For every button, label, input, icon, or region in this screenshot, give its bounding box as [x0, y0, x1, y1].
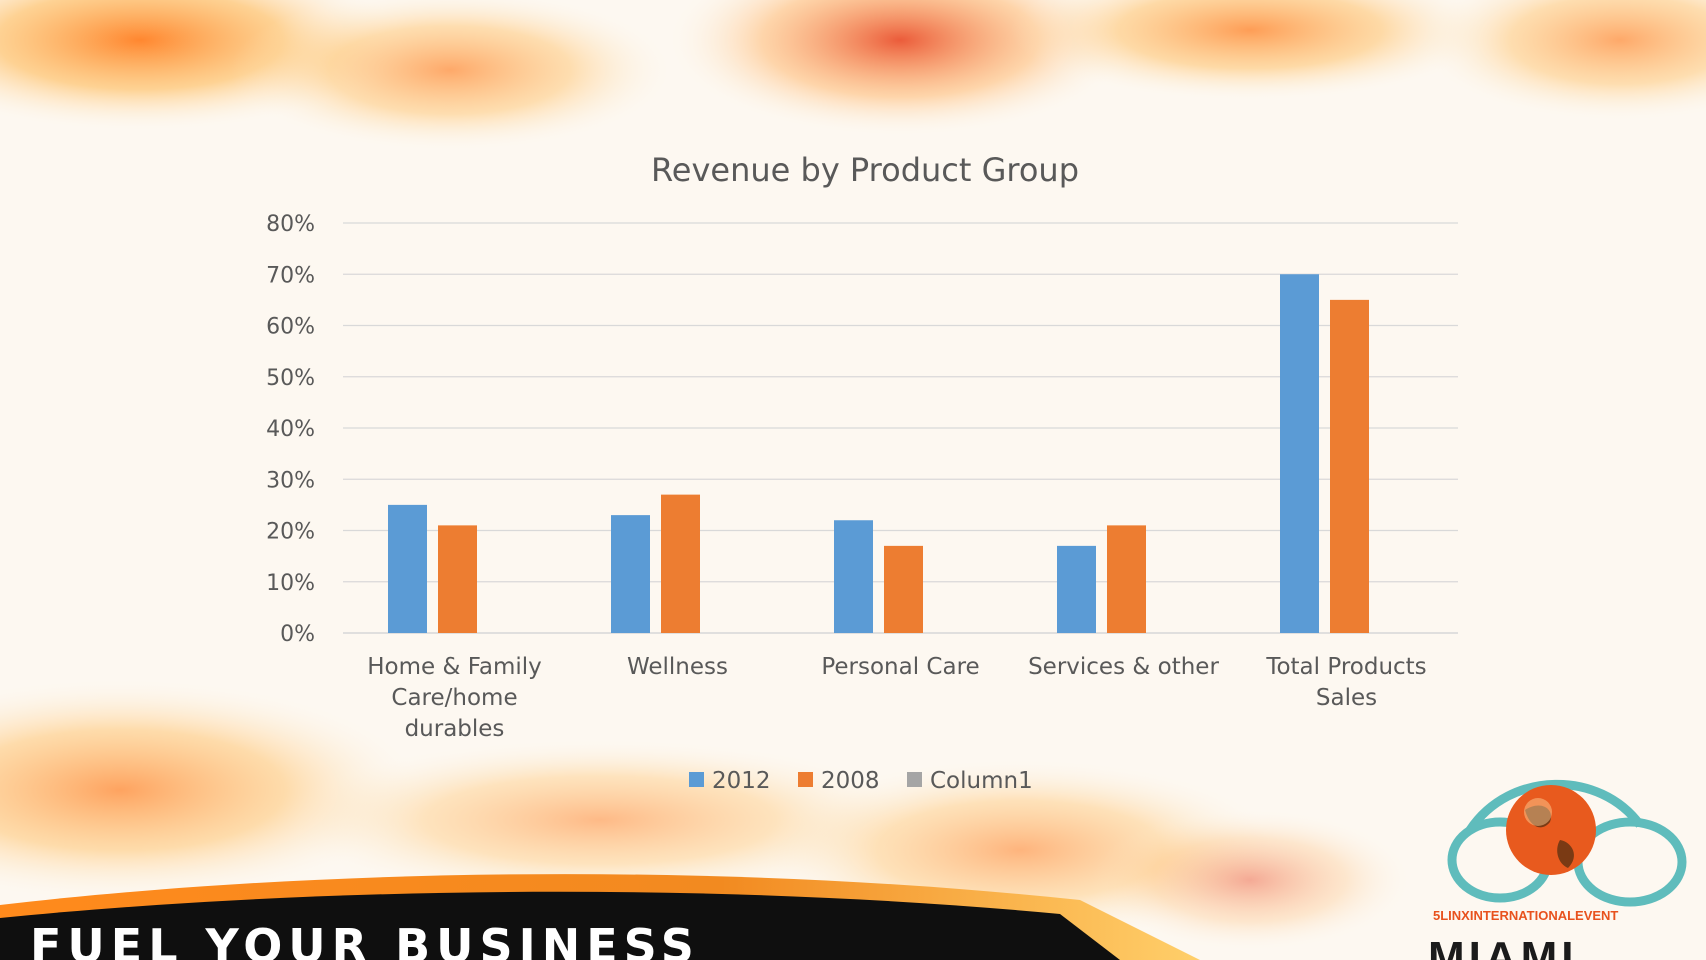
logo-tagline: 5LINXINTERNATIONALEVENT — [1433, 908, 1619, 923]
x-tick-label: Home & Family — [367, 654, 542, 680]
y-tick-label: 20% — [266, 520, 315, 545]
y-tick-label: 50% — [266, 366, 315, 391]
bars — [388, 274, 1369, 633]
bar-2008 — [1107, 525, 1146, 633]
x-tick-label: Sales — [1316, 685, 1377, 711]
x-tick-label: Wellness — [627, 654, 728, 680]
x-tick-label: Total Products — [1265, 654, 1426, 680]
legend-swatch — [907, 772, 922, 787]
bar-2008 — [884, 545, 923, 633]
y-axis-ticks: 0% 10% 20% 30% 40% 50% 60% 70% 80% — [266, 212, 315, 647]
bar-2012 — [1280, 274, 1319, 633]
globe-icon — [1506, 785, 1596, 875]
x-tick-label: Personal Care — [821, 654, 979, 680]
bar-2012 — [834, 520, 873, 633]
x-tick-label: durables — [405, 716, 505, 742]
bar-2012 — [1057, 545, 1096, 633]
y-tick-label: 30% — [266, 468, 315, 493]
x-tick-label: Services & other — [1028, 654, 1219, 680]
legend-swatch — [689, 772, 704, 787]
legend-label: 2012 — [712, 768, 771, 794]
bar-2008 — [661, 494, 700, 633]
bar-2012 — [611, 515, 650, 633]
x-axis-labels: Home & Family Care/home durables Wellness Pe… — [367, 654, 1426, 742]
event-logo — [1447, 779, 1687, 907]
legend-label: 2008 — [821, 768, 880, 794]
legend-label: Column1 — [930, 768, 1033, 794]
y-tick-label: 60% — [266, 315, 315, 340]
logo-city: MIAMI — [1428, 933, 1578, 960]
legend-swatch — [798, 772, 813, 787]
x-tick-label: Care/home — [391, 685, 517, 711]
y-tick-label: 0% — [280, 622, 315, 647]
y-tick-label: 70% — [266, 263, 315, 288]
banner-slogan: FUEL YOUR BUSINESS — [30, 919, 700, 960]
y-tick-label: 10% — [266, 571, 315, 596]
y-tick-label: 40% — [266, 417, 315, 442]
y-tick-label: 80% — [266, 212, 315, 237]
chart-title: Revenue by Product Group — [651, 151, 1079, 189]
bar-2008 — [438, 525, 477, 633]
bar-2012 — [388, 504, 427, 633]
legend: 2012 2008 Column1 — [689, 768, 1033, 794]
bar-2008 — [1330, 299, 1369, 633]
